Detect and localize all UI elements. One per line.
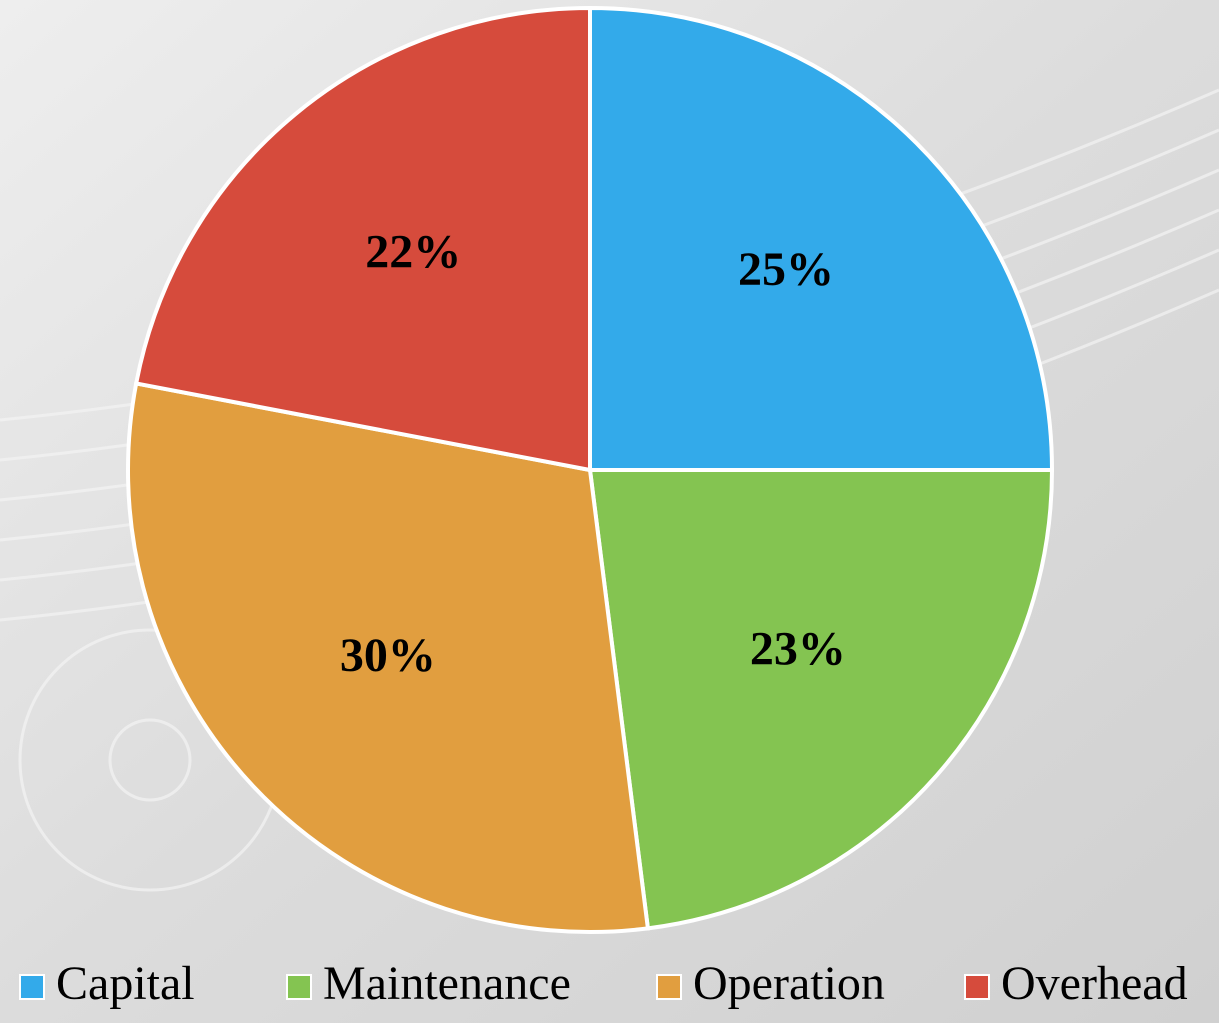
value-label: 23% — [750, 622, 846, 675]
value-labels: 25% 23% 30% 22% — [340, 225, 846, 681]
legend-swatch — [964, 974, 990, 1000]
value-label: 22% — [365, 225, 461, 278]
legend-label: Operation — [693, 957, 885, 1010]
value-label: 30% — [340, 629, 436, 682]
legend-swatch — [286, 974, 312, 1000]
legend-swatch — [19, 974, 45, 1000]
legend-label: Overhead — [1001, 957, 1188, 1010]
legend-label: Maintenance — [323, 957, 571, 1010]
pie-slice — [126, 381, 651, 934]
value-label: 25% — [738, 243, 834, 296]
pie-slice — [133, 5, 592, 473]
pie — [126, 5, 1055, 934]
legend: Capital Maintenance Operation Overhead — [19, 957, 1188, 1010]
pie-slice — [588, 5, 1055, 472]
pie-slice — [587, 468, 1055, 931]
legend-swatch — [656, 974, 682, 1000]
legend-label: Capital — [56, 957, 195, 1010]
